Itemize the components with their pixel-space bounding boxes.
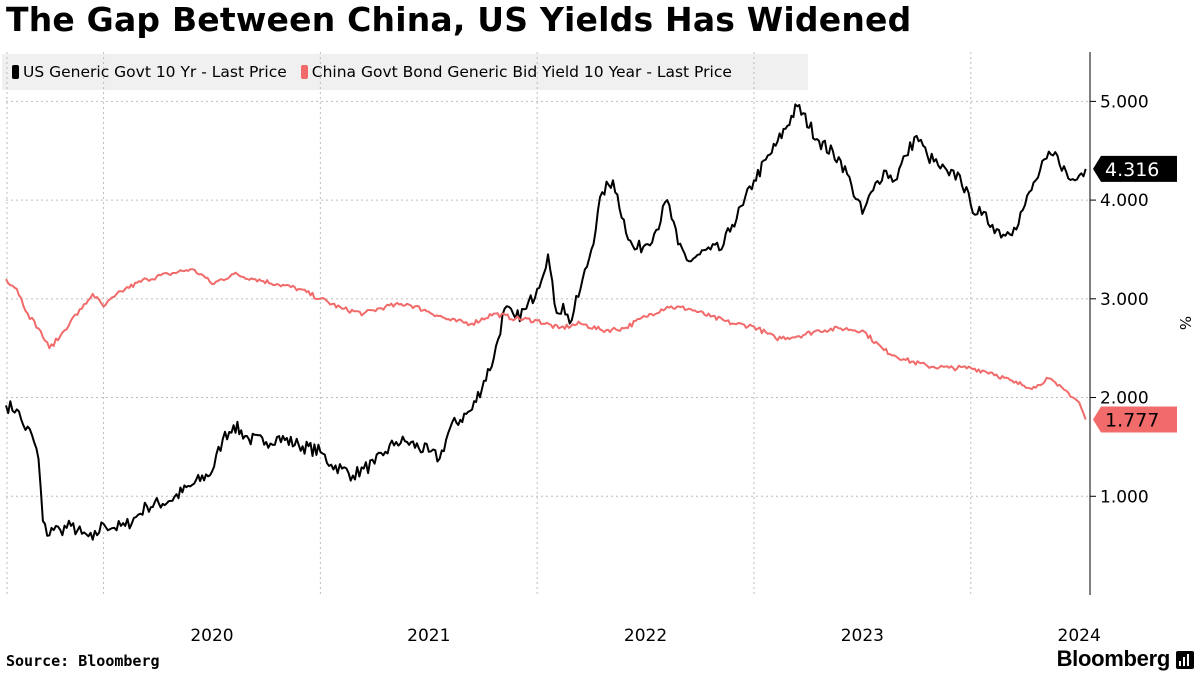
x-tick-label: 2020	[190, 626, 233, 646]
x-axis-ticks: 2020 2021 2022 2023 2024	[190, 626, 1100, 646]
x-tick-label: 2023	[841, 626, 884, 646]
y-tick-label: 5.000	[1100, 92, 1149, 112]
legend-swatch-china	[300, 65, 308, 79]
y-tick-label: 4.000	[1100, 191, 1149, 211]
last-value-tag-us	[1093, 155, 1177, 182]
legend-label-us: US Generic Govt 10 Yr - Last Price	[23, 63, 287, 81]
brand-wordmark: Bloomberg	[1056, 646, 1171, 671]
series-line-china	[5, 268, 1087, 420]
y-tick-label: 1.000	[1100, 487, 1149, 507]
legend-item-china[interactable]: China Govt Bond Generic Bid Yield 10 Yea…	[300, 63, 732, 81]
x-tick-label: 2024	[1058, 626, 1101, 646]
x-tick-label: 2022	[624, 626, 667, 646]
legend-label-china: China Govt Bond Generic Bid Yield 10 Yea…	[311, 63, 732, 81]
series-lines	[5, 103, 1087, 541]
last-value-label-china: 1.777	[1105, 410, 1159, 432]
legend-swatch-us	[12, 65, 19, 79]
legend: US Generic Govt 10 Yr - Last Price China…	[2, 54, 808, 90]
bar-chart-icon	[1176, 651, 1194, 669]
last-value-tags: 4.316 1.777	[1093, 155, 1177, 433]
y-tick-label: 3.000	[1100, 290, 1149, 310]
legend-item-us[interactable]: US Generic Govt 10 Yr - Last Price	[12, 63, 287, 81]
last-value-tag-china	[1093, 406, 1177, 433]
y-axis-ticks: 1.000 2.000 3.000 4.000 5.000	[1090, 92, 1149, 507]
y-tick-label: 2.000	[1100, 389, 1149, 409]
series-line-us	[5, 103, 1087, 541]
y-axis-label: %	[1176, 316, 1194, 330]
gridlines	[6, 52, 1090, 595]
x-tick-label: 2021	[407, 626, 450, 646]
source-note: Source: Bloomberg	[6, 652, 160, 670]
last-value-label-us: 4.316	[1105, 159, 1159, 181]
chart-title: The Gap Between China, US Yields Has Wid…	[6, 0, 912, 39]
